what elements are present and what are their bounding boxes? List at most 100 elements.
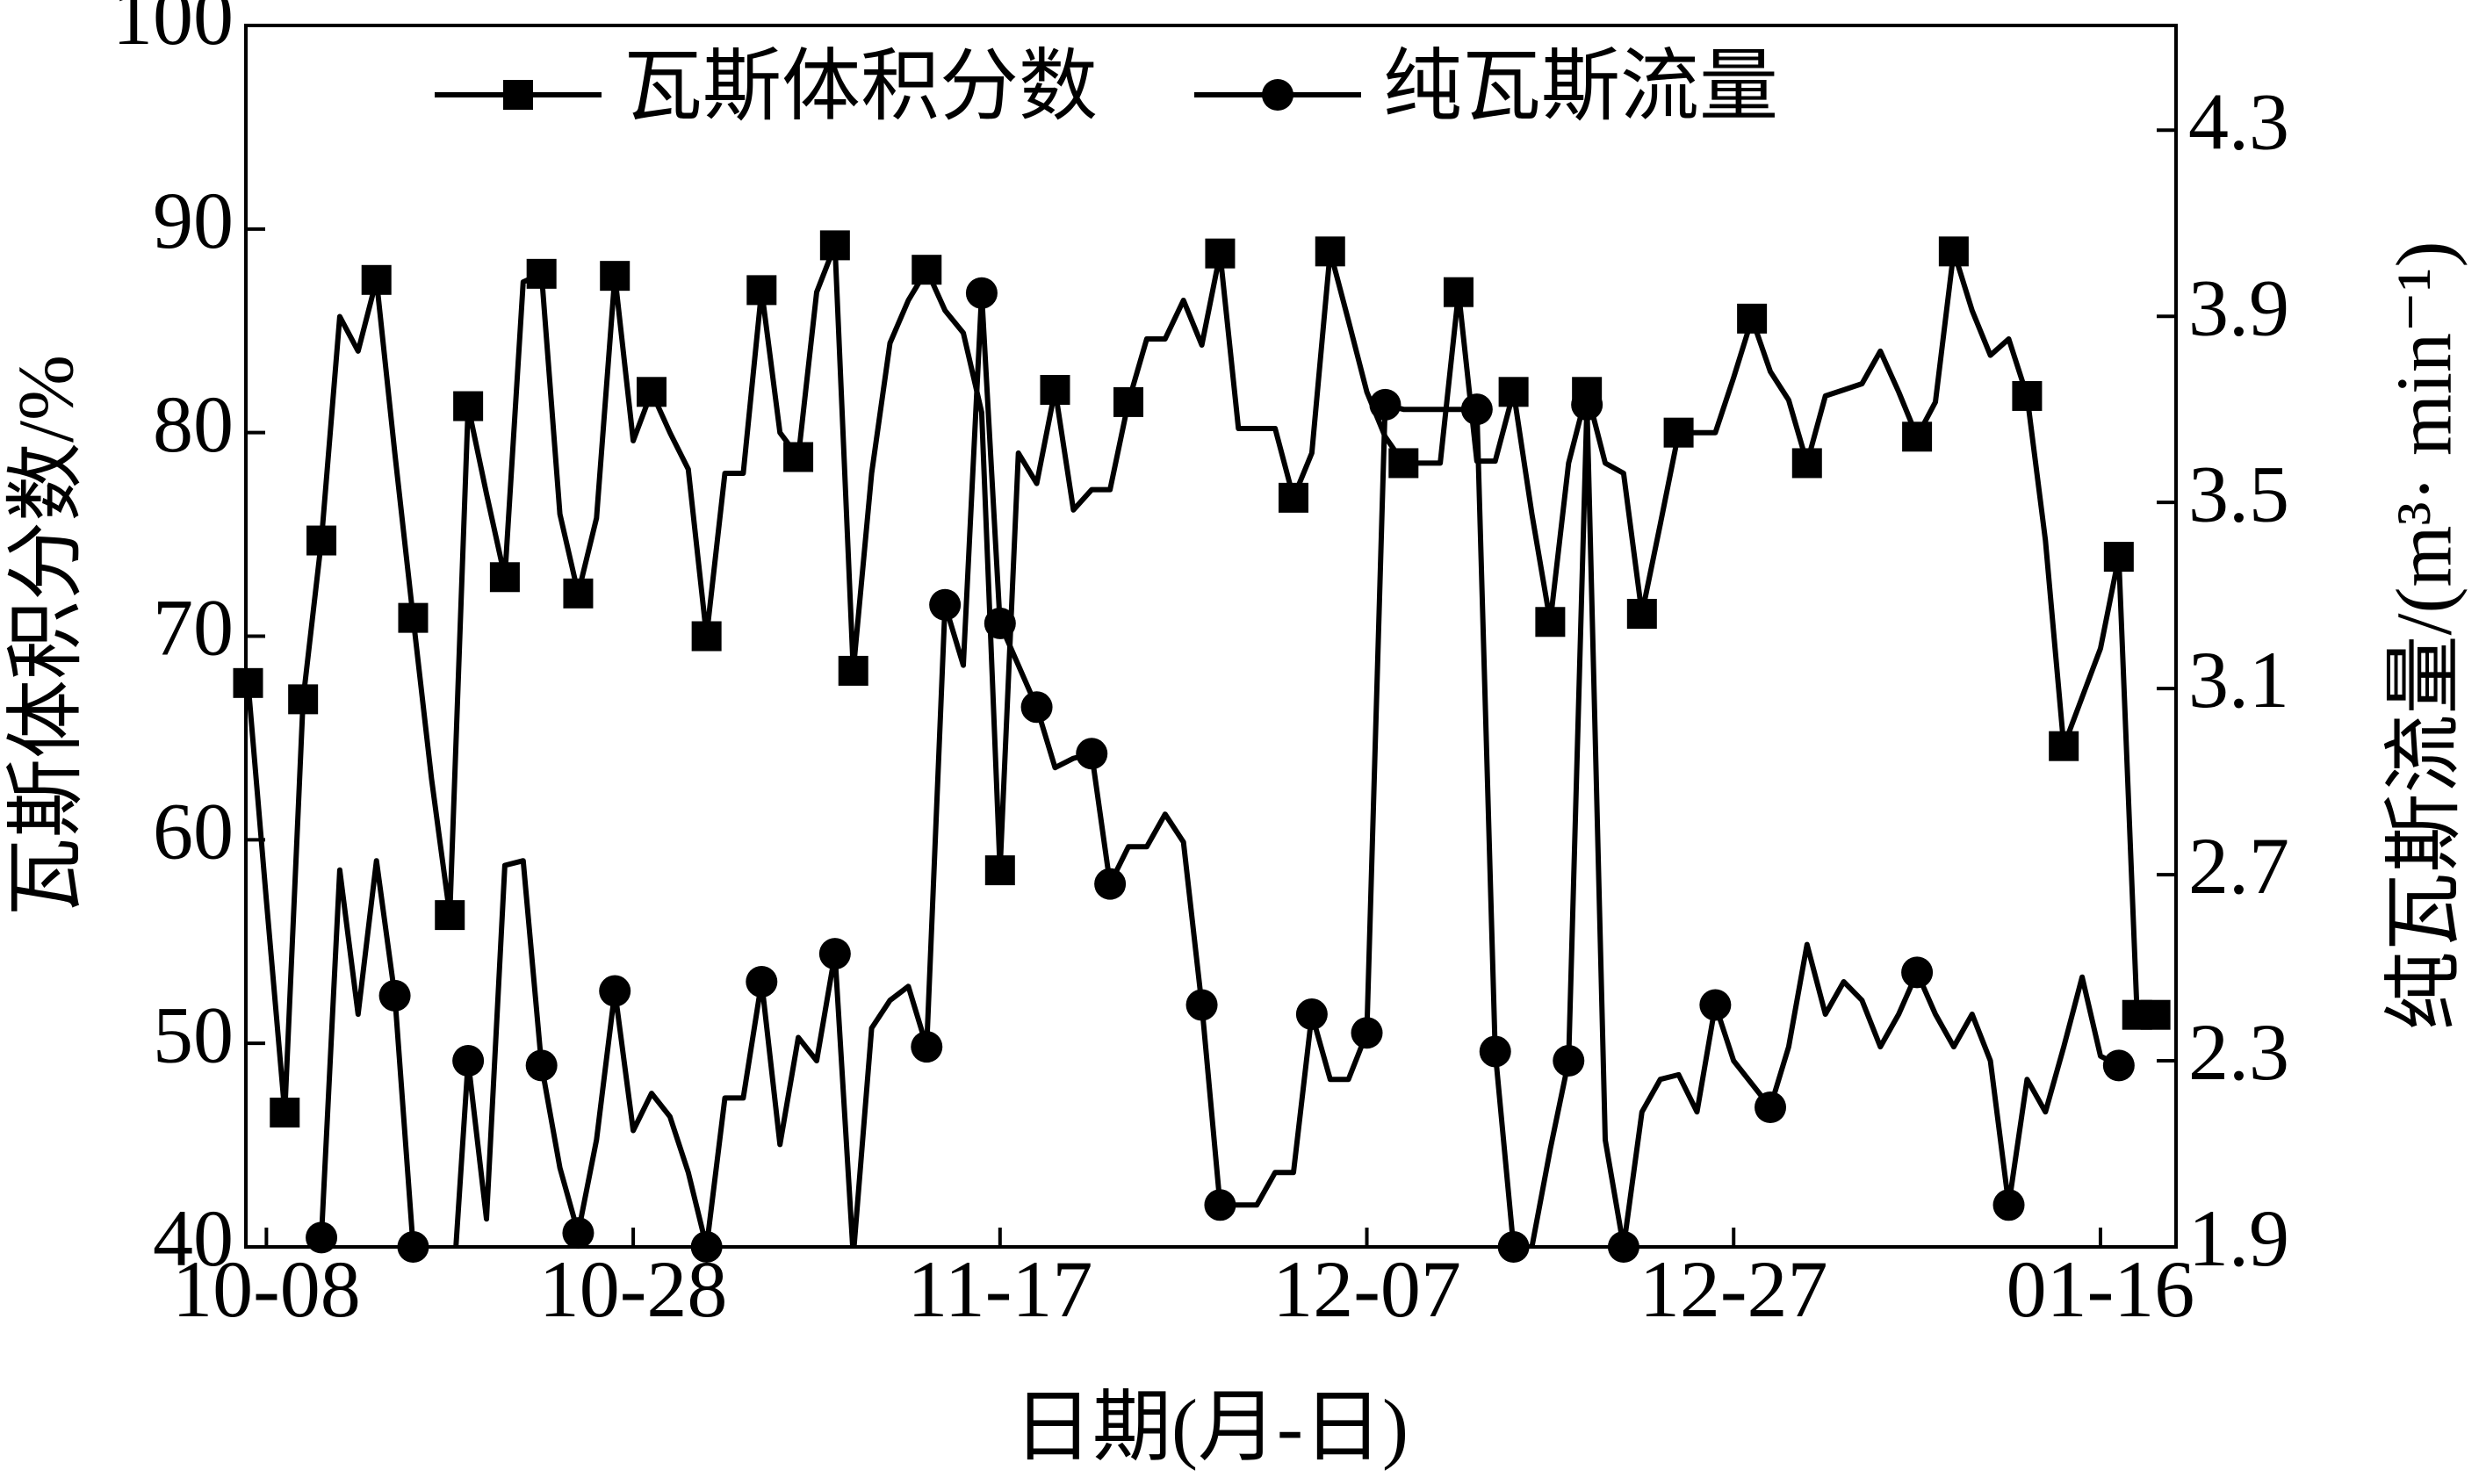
- x-tick-label: 01-16: [2007, 1244, 2195, 1334]
- y2-tick-label: 4.3: [2188, 76, 2289, 166]
- marker: [562, 1217, 594, 1250]
- marker: [2049, 731, 2079, 761]
- marker: [2012, 380, 2043, 411]
- marker: [818, 938, 851, 970]
- marker: [783, 442, 814, 472]
- marker: [1607, 1231, 1639, 1263]
- marker: [746, 275, 777, 306]
- x-axis-label: 日期(月-日): [1013, 1385, 1409, 1472]
- marker: [1369, 388, 1402, 421]
- y-tick-label: 70: [153, 583, 234, 673]
- marker: [599, 975, 631, 1007]
- series-line: [313, 290, 2121, 1247]
- legend-marker: [503, 80, 533, 110]
- marker: [1113, 386, 1144, 417]
- marker: [453, 391, 484, 421]
- marker: [965, 277, 998, 309]
- marker: [911, 1031, 943, 1063]
- marker: [1626, 598, 1657, 629]
- marker: [1460, 393, 1493, 426]
- y2-tick-label: 2.7: [2188, 821, 2289, 911]
- marker: [1571, 388, 1603, 421]
- marker: [746, 965, 778, 998]
- y2-axis-label: 纯瓦斯流量/(m³· min⁻¹): [2382, 241, 2468, 1031]
- marker: [984, 855, 1015, 886]
- marker: [1553, 1045, 1585, 1077]
- marker: [397, 1231, 429, 1263]
- marker: [378, 979, 411, 1012]
- y-tick-label: 100: [112, 0, 234, 61]
- x-tick-label: 12-27: [1639, 1244, 1828, 1334]
- y-tick-label: 90: [153, 176, 234, 265]
- marker: [1094, 868, 1127, 900]
- y-tick-label: 50: [153, 990, 234, 1079]
- y2-tick-label: 3.1: [2188, 635, 2289, 724]
- marker: [912, 255, 942, 285]
- marker: [929, 588, 962, 621]
- x-tick-label: 10-08: [172, 1244, 361, 1334]
- marker: [435, 900, 465, 931]
- marker: [361, 264, 392, 295]
- marker: [819, 230, 850, 261]
- x-tick-label: 12-07: [1272, 1244, 1461, 1334]
- marker: [489, 562, 520, 593]
- marker: [1278, 482, 1308, 513]
- marker: [1076, 738, 1108, 770]
- marker: [1443, 277, 1474, 307]
- series-line: [246, 242, 2156, 1115]
- marker: [526, 258, 557, 289]
- marker: [1992, 1189, 2025, 1221]
- marker: [1498, 377, 1529, 407]
- marker: [1535, 607, 1566, 638]
- y-tick-label: 60: [153, 786, 234, 875]
- marker: [2103, 542, 2134, 573]
- marker: [1315, 236, 1345, 267]
- marker: [1205, 238, 1236, 269]
- marker: [690, 1231, 723, 1263]
- marker: [1938, 236, 1969, 267]
- marker: [1755, 1091, 1787, 1124]
- y-axis-label: 瓦斯体积分数/%: [4, 355, 90, 917]
- marker: [984, 607, 1016, 639]
- marker: [691, 621, 722, 652]
- marker: [1479, 1035, 1511, 1068]
- y2-tick-label: 1.9: [2188, 1193, 2289, 1283]
- marker: [600, 261, 631, 292]
- marker: [1388, 448, 1419, 479]
- marker: [2102, 1049, 2135, 1082]
- marker: [1737, 303, 1768, 334]
- marker: [1902, 421, 1933, 452]
- marker: [1204, 1189, 1236, 1221]
- marker: [306, 525, 337, 556]
- y2-tick-label: 2.3: [2188, 1007, 2289, 1097]
- marker: [1040, 374, 1070, 405]
- y-tick-label: 80: [153, 379, 234, 469]
- marker: [1020, 691, 1053, 724]
- marker: [398, 602, 429, 633]
- marker: [1185, 989, 1218, 1021]
- marker: [1791, 448, 1822, 479]
- marker: [1497, 1231, 1530, 1263]
- plot-lines: [246, 242, 2156, 1247]
- marker: [288, 684, 319, 715]
- legend-text: 瓦斯体积分数: [623, 44, 1098, 131]
- y2-tick-label: 3.9: [2188, 263, 2289, 352]
- marker: [270, 1097, 300, 1127]
- marker: [525, 1049, 558, 1082]
- marker: [838, 655, 868, 686]
- legend-text: 纯瓦斯流量: [1383, 44, 1778, 131]
- marker: [1699, 989, 1732, 1021]
- marker: [1901, 956, 1934, 989]
- y-tick-label: 40: [153, 1193, 234, 1283]
- marker: [563, 578, 594, 609]
- y2-tick-label: 3.5: [2188, 449, 2289, 538]
- marker: [452, 1045, 485, 1077]
- x-tick-label: 10-28: [539, 1244, 728, 1334]
- marker: [1351, 1017, 1383, 1049]
- x-tick-label: 11-17: [907, 1244, 1092, 1334]
- legend-marker: [1262, 79, 1293, 111]
- marker: [2140, 999, 2171, 1030]
- marker: [1295, 998, 1328, 1031]
